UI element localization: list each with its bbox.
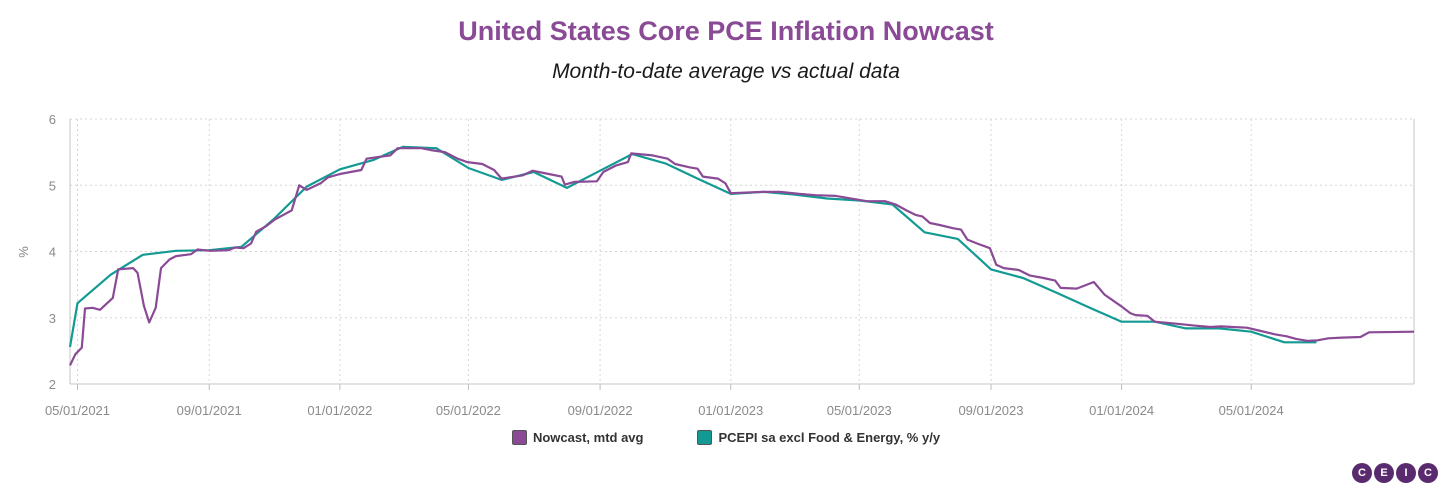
ceic-logo: C E I C xyxy=(1352,463,1438,483)
y-axis-label: % xyxy=(16,246,31,258)
x-tick-label: 01/01/2022 xyxy=(307,403,372,418)
y-tick-label: 2 xyxy=(49,377,56,392)
x-tick-label: 05/01/2024 xyxy=(1219,403,1284,418)
logo-letter: E xyxy=(1374,463,1394,483)
grid-lines xyxy=(70,118,1414,384)
series-layer xyxy=(68,145,1415,366)
x-tick-label: 09/01/2023 xyxy=(958,403,1023,418)
legend-swatch-nowcast xyxy=(511,430,527,445)
axes xyxy=(69,119,1415,390)
y-tick-label: 3 xyxy=(49,311,56,326)
chart-subtitle: Month-to-date average vs actual data xyxy=(552,60,900,83)
legend: Nowcast, mtd avg PCEPI sa excl Food & En… xyxy=(0,430,1452,445)
y-tick-label: 4 xyxy=(49,245,56,260)
x-tick-label: 05/01/2021 xyxy=(45,403,110,418)
x-tick-label: 01/01/2023 xyxy=(698,403,763,418)
tick-labels: 2 3 4 5 6 05/01/2021 09/01/2021 01/01/2022 05/01… xyxy=(45,112,1284,418)
chart-title: United States Core PCE Inflation Nowcast xyxy=(458,16,994,46)
y-tick-label: 6 xyxy=(49,112,56,127)
logo-letter: C xyxy=(1352,463,1372,483)
x-tick-label: 09/01/2022 xyxy=(568,403,633,418)
x-tick-label: 05/01/2023 xyxy=(827,403,892,418)
legend-item-actual[interactable]: PCEPI sa excl Food & Energy, % y/y xyxy=(697,430,940,445)
legend-item-nowcast[interactable]: Nowcast, mtd avg xyxy=(511,430,644,445)
line-chart: 2 3 4 5 6 05/01/2021 09/01/2021 01/01/2022 05/01… xyxy=(16,112,1415,418)
series-line-actual[interactable] xyxy=(68,145,1317,348)
legend-label-nowcast: Nowcast, mtd avg xyxy=(532,430,644,445)
x-tick-label: 09/01/2021 xyxy=(177,403,242,418)
x-tick-label: 05/01/2022 xyxy=(436,403,501,418)
legend-swatch-actual xyxy=(697,430,713,445)
logo-letter: C xyxy=(1418,463,1438,483)
y-tick-label: 5 xyxy=(49,178,56,193)
series-line-nowcast[interactable] xyxy=(69,147,1415,366)
legend-label-actual: PCEPI sa excl Food & Energy, % y/y xyxy=(718,430,941,445)
logo-letter: I xyxy=(1396,463,1416,483)
x-tick-label: 01/01/2024 xyxy=(1089,403,1154,418)
